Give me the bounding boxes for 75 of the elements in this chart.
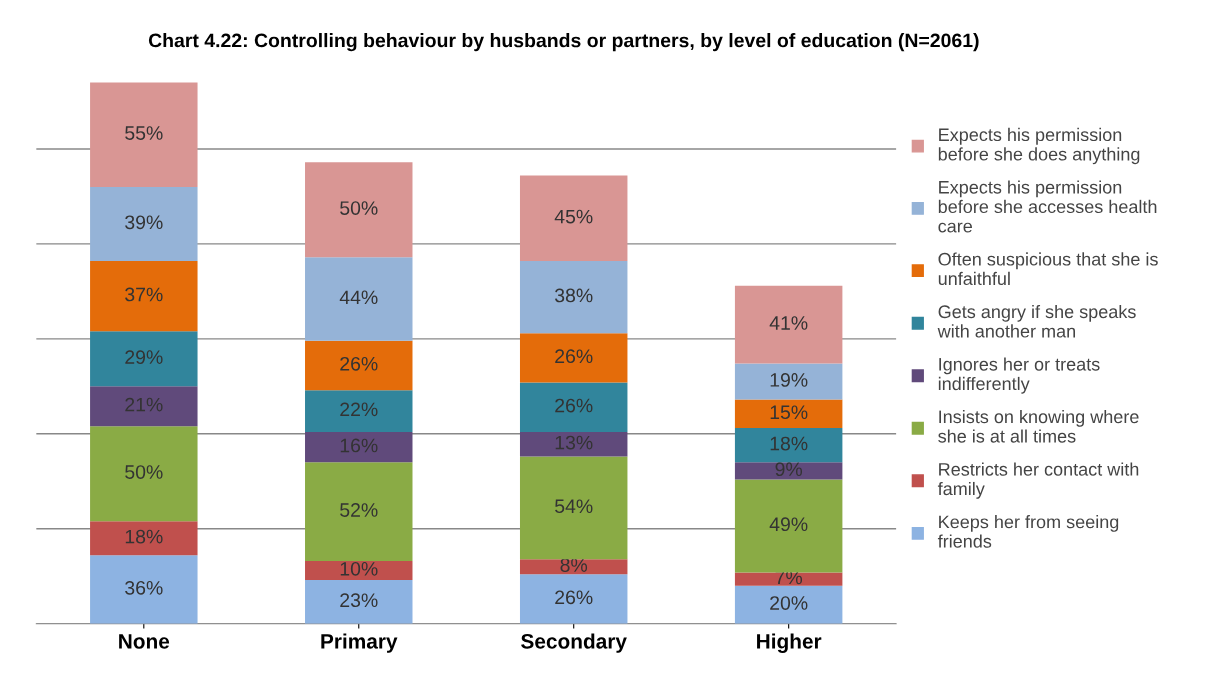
bar xyxy=(519,175,628,261)
bar xyxy=(734,399,843,429)
x-tick-label: Primary xyxy=(321,633,398,653)
data-label: 45% xyxy=(554,209,593,224)
data-label: 38% xyxy=(554,288,593,303)
bar xyxy=(519,261,628,334)
bar xyxy=(305,162,413,258)
bar xyxy=(90,331,198,387)
legend-label: Expects his permission before she accesses health care xyxy=(938,180,1157,233)
data-label: 18% xyxy=(770,436,808,451)
x-tick-label: Higher xyxy=(757,633,822,653)
bar xyxy=(305,561,413,581)
bar xyxy=(305,340,413,391)
data-label: 16% xyxy=(340,438,378,453)
data-label: 39% xyxy=(125,215,163,230)
bar xyxy=(734,462,843,480)
data-label: 50% xyxy=(125,465,163,479)
bar xyxy=(519,559,628,575)
bar xyxy=(734,572,843,586)
legend-label: Gets angry if she speaks with another man xyxy=(937,304,1136,338)
data-label: 26% xyxy=(340,356,378,371)
data-label: 15% xyxy=(770,405,808,420)
x-tick-label: Secondary xyxy=(521,633,627,653)
data-label: 50% xyxy=(340,201,378,215)
bar xyxy=(734,479,843,573)
data-label: 13% xyxy=(555,435,593,450)
data-label: 20% xyxy=(770,596,808,610)
data-label: 37% xyxy=(125,287,163,302)
bar xyxy=(90,521,198,556)
data-label: 23% xyxy=(340,593,378,608)
data-label: 41% xyxy=(769,316,808,330)
data-label: 26% xyxy=(555,590,593,605)
bar xyxy=(734,585,843,624)
data-label: 10% xyxy=(340,561,378,576)
bar xyxy=(90,261,198,332)
bar xyxy=(90,426,198,522)
data-label: 54% xyxy=(555,499,593,514)
data-label: 22% xyxy=(340,402,378,417)
bar xyxy=(90,555,198,624)
data-label: 19% xyxy=(770,373,808,387)
bar xyxy=(305,580,413,624)
bar xyxy=(90,82,198,187)
data-label: 21% xyxy=(125,397,163,412)
bar xyxy=(305,462,413,562)
bar xyxy=(519,574,628,624)
bar xyxy=(90,386,198,427)
chart-title: Chart 4.22: Controlling behaviour by husbands or partners, by level of education (N=2061) xyxy=(148,33,979,52)
data-label: 36% xyxy=(125,580,163,595)
data-label: 9% xyxy=(775,462,803,477)
bar xyxy=(734,285,843,364)
bar xyxy=(305,390,413,432)
bar xyxy=(519,333,628,383)
data-label: 49% xyxy=(769,517,808,532)
bar xyxy=(90,186,198,261)
x-tick-label: None xyxy=(119,634,170,649)
legend-label: Expects his permission before she does anything xyxy=(938,127,1140,165)
bar xyxy=(305,257,413,341)
bar xyxy=(734,363,843,400)
bar xyxy=(519,382,628,432)
data-label: 26% xyxy=(555,398,593,413)
legend-label: Ignores her or treats indifferently xyxy=(938,357,1100,394)
legend-label: Often suspicious that she is unfaithful xyxy=(938,252,1158,286)
data-label: 55% xyxy=(125,126,163,140)
data-label: 29% xyxy=(125,350,163,365)
bar xyxy=(305,431,413,463)
bar xyxy=(519,456,628,560)
data-label: 18% xyxy=(125,529,163,544)
data-label: 26% xyxy=(555,349,593,364)
data-label: 44% xyxy=(339,290,378,305)
bar xyxy=(519,431,628,457)
legend-label: Insists on knowing where she is at all times xyxy=(938,409,1139,443)
bar xyxy=(734,428,843,463)
data-label: 52% xyxy=(340,503,378,517)
legend-label: Restricts her contact with family xyxy=(937,462,1139,499)
legend-label: Keeps her from seeing friends xyxy=(937,515,1119,548)
